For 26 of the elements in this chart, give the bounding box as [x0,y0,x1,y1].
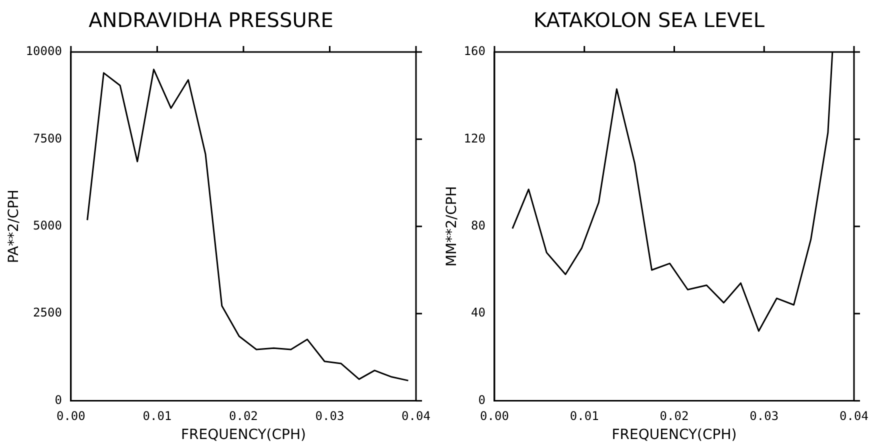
y-tick-label: 5000 [33,218,62,233]
y-axis-title: MM**2/CPH [444,186,460,267]
x-tick-label: 0.03 [315,409,344,424]
y-tick-label: 160 [464,44,486,58]
x-tick-label: 0.01 [142,409,172,424]
y-tick-label: 10000 [26,44,62,58]
y-tick-label: 80 [471,218,486,233]
chart-title: ANDRAVIDHA PRESSURE [88,8,334,32]
y-tick-label: 0 [54,392,62,407]
y-tick-label: 0 [478,392,486,407]
x-tick-label: 0.02 [660,409,689,424]
y-axis-title: PA**2/CPH [6,190,22,264]
y-tick-label: 40 [471,306,486,320]
y-tick-label: 7500 [33,131,62,146]
x-tick-label: 0.04 [402,409,430,424]
x-tick-label: 0.04 [840,409,868,424]
x-tick-label: 0.01 [570,409,599,424]
y-tick-label: 120 [464,131,486,146]
chart-title: KATAKOLON SEA LEVEL [533,8,766,32]
y-tick-label: 2500 [33,306,62,320]
x-tick-label: 0.00 [480,409,509,424]
x-tick-label: 0.03 [750,409,779,424]
x-axis-title: FREQUENCY(CPH) [180,427,306,444]
x-tick-label: 0.00 [56,409,86,424]
x-axis-title: FREQUENCY(CPH) [612,427,737,444]
x-tick-label: 0.02 [229,409,258,424]
